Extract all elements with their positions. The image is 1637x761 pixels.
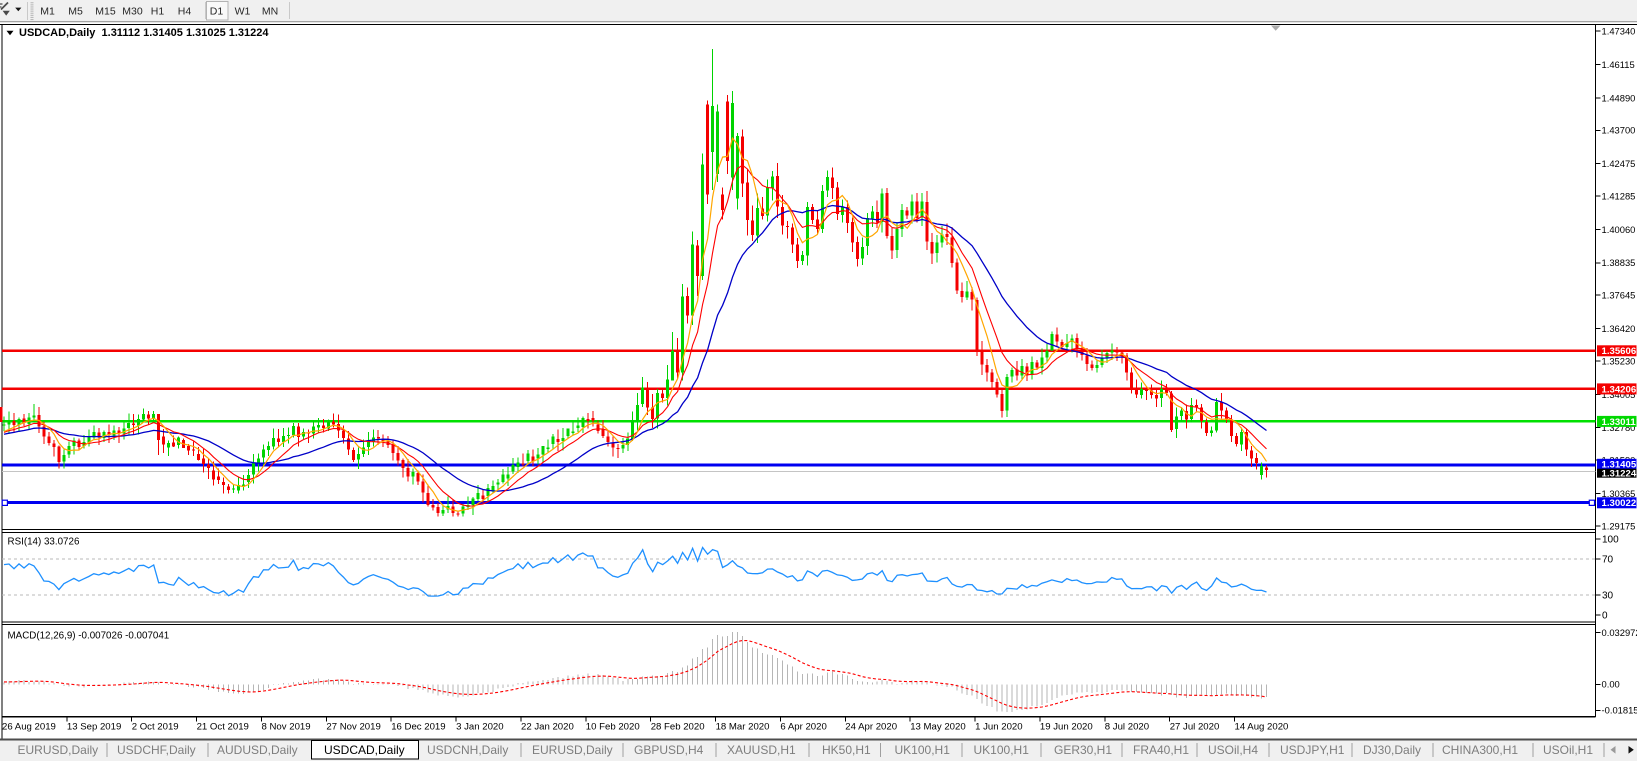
svg-text:M5: M5 <box>68 6 83 18</box>
svg-text:6 Apr 2020: 6 Apr 2020 <box>780 721 826 732</box>
svg-text:D1: D1 <box>210 6 224 18</box>
svg-text:1 Jun 2020: 1 Jun 2020 <box>975 721 1022 732</box>
svg-text:GBPUSD,H4: GBPUSD,H4 <box>634 743 704 757</box>
svg-text:1.29175: 1.29175 <box>1602 520 1636 531</box>
svg-text:8 Jul 2020: 8 Jul 2020 <box>1105 721 1149 732</box>
svg-text:1.35230: 1.35230 <box>1602 355 1636 366</box>
svg-text:21 Oct 2019: 21 Oct 2019 <box>197 721 249 732</box>
svg-text:CHINA300,H1: CHINA300,H1 <box>1442 743 1518 757</box>
svg-text:FRA40,H1: FRA40,H1 <box>1133 743 1189 757</box>
svg-text:USOil,H1: USOil,H1 <box>1543 743 1593 757</box>
svg-text:-0.018154: -0.018154 <box>1602 705 1637 716</box>
svg-text:USOil,H4: USOil,H4 <box>1208 743 1258 757</box>
svg-text:27 Nov 2019: 27 Nov 2019 <box>326 721 380 732</box>
svg-text:10 Feb 2020: 10 Feb 2020 <box>586 721 640 732</box>
svg-text:DJ30,Daily: DJ30,Daily <box>1363 743 1421 757</box>
svg-text:USDCAD,Daily 1.31112 1.31405: USDCAD,Daily 1.31112 1.31405 1.31025 1.3… <box>19 27 269 39</box>
svg-text:M30: M30 <box>122 6 143 18</box>
svg-text:1.38835: 1.38835 <box>1602 257 1636 268</box>
svg-text:H4: H4 <box>178 6 192 18</box>
svg-text:14 Aug 2020: 14 Aug 2020 <box>1235 721 1289 732</box>
svg-text:1.46115: 1.46115 <box>1602 59 1635 70</box>
svg-text:100: 100 <box>1602 535 1619 546</box>
svg-text:M1: M1 <box>40 6 55 18</box>
svg-text:USDCHF,Daily: USDCHF,Daily <box>117 743 196 757</box>
svg-text:EURUSD,Daily: EURUSD,Daily <box>532 743 613 757</box>
svg-text:19 Jun 2020: 19 Jun 2020 <box>1040 721 1093 732</box>
svg-text:1.42475: 1.42475 <box>1602 158 1636 169</box>
svg-text:1.31405: 1.31405 <box>1602 460 1637 471</box>
svg-text:24 Apr 2020: 24 Apr 2020 <box>845 721 897 732</box>
svg-text:16 Dec 2019: 16 Dec 2019 <box>391 721 445 732</box>
svg-text:0.00: 0.00 <box>1602 679 1620 690</box>
svg-text:1.47340: 1.47340 <box>1602 26 1636 37</box>
svg-text:13 Sep 2019: 13 Sep 2019 <box>67 721 121 732</box>
svg-text:27 Jul 2020: 27 Jul 2020 <box>1170 721 1220 732</box>
svg-text:26 Aug 2019: 26 Aug 2019 <box>2 721 56 732</box>
svg-text:1.43700: 1.43700 <box>1602 125 1636 136</box>
svg-text:USDCNH,Daily: USDCNH,Daily <box>427 743 508 757</box>
svg-text:8 Nov 2019: 8 Nov 2019 <box>262 721 311 732</box>
svg-text:1.31224: 1.31224 <box>1602 469 1637 480</box>
svg-text:UK100,H1: UK100,H1 <box>895 743 951 757</box>
svg-text:1.36420: 1.36420 <box>1602 323 1636 334</box>
svg-text:MN: MN <box>262 6 278 18</box>
svg-text:USDCAD,Daily: USDCAD,Daily <box>324 743 405 757</box>
svg-text:1.40060: 1.40060 <box>1602 224 1636 235</box>
svg-text:28 Feb 2020: 28 Feb 2020 <box>651 721 705 732</box>
svg-text:13 May 2020: 13 May 2020 <box>910 721 965 732</box>
svg-text:30: 30 <box>1602 590 1614 601</box>
svg-text:70: 70 <box>1602 555 1614 566</box>
svg-text:1.34206: 1.34206 <box>1602 384 1637 395</box>
svg-text:0.032972: 0.032972 <box>1602 627 1637 638</box>
svg-text:M15: M15 <box>95 6 116 18</box>
svg-text:2 Oct 2019: 2 Oct 2019 <box>132 721 179 732</box>
svg-text:W1: W1 <box>235 6 251 18</box>
svg-text:GER30,H1: GER30,H1 <box>1054 743 1112 757</box>
svg-text:HK50,H1: HK50,H1 <box>822 743 871 757</box>
svg-text:1.30365: 1.30365 <box>1602 488 1636 499</box>
svg-text:18 Mar 2020: 18 Mar 2020 <box>716 721 770 732</box>
svg-text:3 Jan 2020: 3 Jan 2020 <box>456 721 503 732</box>
svg-text:1.35606: 1.35606 <box>1602 346 1637 357</box>
svg-text:RSI(14) 33.0726: RSI(14) 33.0726 <box>8 536 80 547</box>
svg-text:EURUSD,Daily: EURUSD,Daily <box>18 743 99 757</box>
svg-text:0: 0 <box>1602 610 1608 621</box>
svg-text:22 Jan 2020: 22 Jan 2020 <box>521 721 574 732</box>
svg-text:1.41285: 1.41285 <box>1602 191 1636 202</box>
svg-text:1.37645: 1.37645 <box>1602 290 1636 301</box>
svg-text:1.44890: 1.44890 <box>1602 92 1636 103</box>
svg-text:AUDUSD,Daily: AUDUSD,Daily <box>217 743 298 757</box>
svg-text:XAUUSD,H1: XAUUSD,H1 <box>727 743 796 757</box>
svg-text:1.30022: 1.30022 <box>1602 498 1637 509</box>
svg-text:MACD(12,26,9) -0.007026 -0.007: MACD(12,26,9) -0.007026 -0.007041 <box>8 631 170 642</box>
svg-text:1.32780: 1.32780 <box>1602 422 1636 433</box>
svg-text:H1: H1 <box>151 6 165 18</box>
svg-text:USDJPY,H1: USDJPY,H1 <box>1280 743 1345 757</box>
svg-text:UK100,H1: UK100,H1 <box>974 743 1030 757</box>
svg-text:1.33011: 1.33011 <box>1602 417 1637 428</box>
